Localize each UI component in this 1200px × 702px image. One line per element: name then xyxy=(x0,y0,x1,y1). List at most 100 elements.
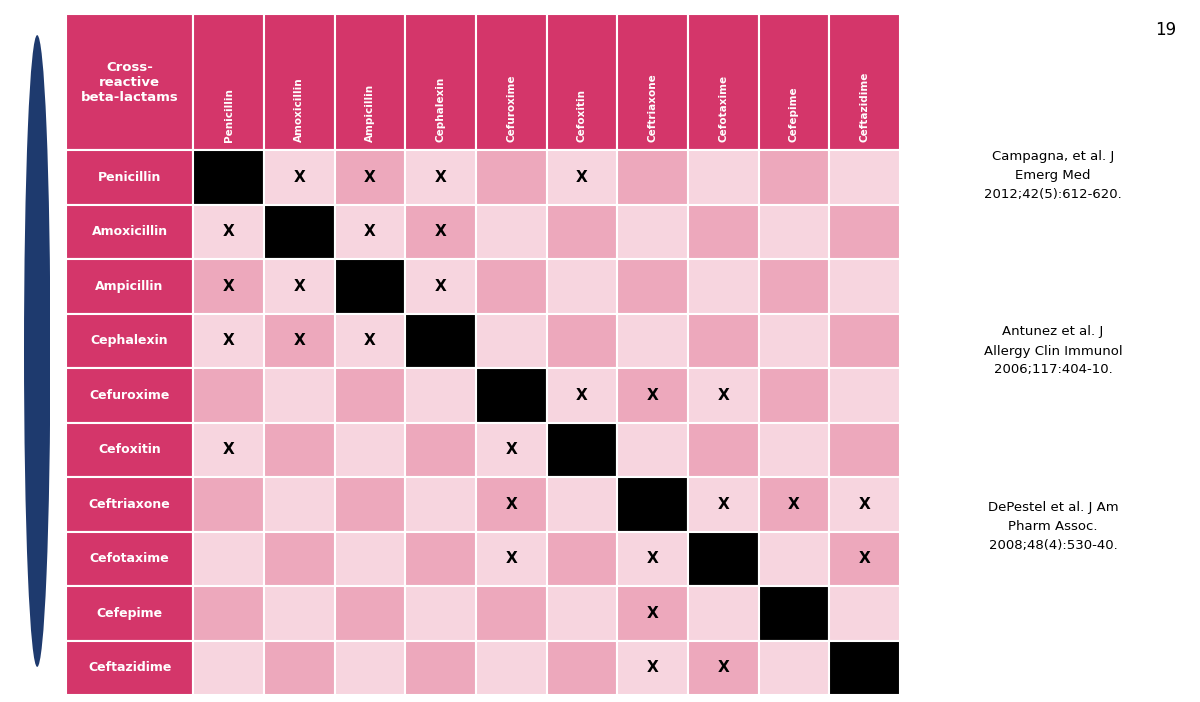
Bar xyxy=(829,14,900,150)
Bar xyxy=(335,640,406,695)
Text: X: X xyxy=(293,170,305,185)
Bar xyxy=(193,640,264,695)
Bar xyxy=(617,14,688,150)
Text: Cefotaxime: Cefotaxime xyxy=(719,75,728,142)
Bar xyxy=(406,314,476,368)
Text: X: X xyxy=(434,225,446,239)
Text: X: X xyxy=(223,279,234,294)
Bar xyxy=(476,477,547,531)
Text: Amoxicillin: Amoxicillin xyxy=(91,225,168,239)
Bar xyxy=(758,259,829,314)
Text: Ceftazidime: Ceftazidime xyxy=(88,661,172,674)
Bar xyxy=(758,586,829,640)
Bar xyxy=(617,368,688,423)
Text: X: X xyxy=(647,606,659,621)
Bar xyxy=(617,586,688,640)
Text: Ampicillin: Ampicillin xyxy=(365,84,374,142)
Ellipse shape xyxy=(24,35,50,667)
Bar xyxy=(66,314,193,368)
Bar xyxy=(335,14,406,150)
Bar xyxy=(758,531,829,586)
Bar xyxy=(335,314,406,368)
Bar xyxy=(476,150,547,205)
Bar xyxy=(193,586,264,640)
Text: Cephalexin: Cephalexin xyxy=(436,77,445,142)
Bar xyxy=(335,368,406,423)
Text: Cefoxitin: Cefoxitin xyxy=(577,89,587,142)
Text: Antunez et al. J
Allergy Clin Immunol
2006;117:404-10.: Antunez et al. J Allergy Clin Immunol 20… xyxy=(984,326,1122,376)
Bar xyxy=(406,640,476,695)
Text: Amoxicillin: Amoxicillin xyxy=(294,77,305,142)
Bar xyxy=(476,259,547,314)
Text: X: X xyxy=(788,497,800,512)
Bar xyxy=(758,368,829,423)
Text: DePestel et al. J Am
Pharm Assoc.
2008;48(4):530-40.: DePestel et al. J Am Pharm Assoc. 2008;4… xyxy=(988,501,1118,552)
Bar xyxy=(688,586,758,640)
Text: Cefoxitin: Cefoxitin xyxy=(98,444,161,456)
Bar xyxy=(66,531,193,586)
Bar xyxy=(476,314,547,368)
Text: X: X xyxy=(576,388,588,403)
Bar xyxy=(66,259,193,314)
Text: X: X xyxy=(364,333,376,348)
Bar xyxy=(617,423,688,477)
Bar xyxy=(617,531,688,586)
Text: X: X xyxy=(434,279,446,294)
Bar xyxy=(66,368,193,423)
Text: X: X xyxy=(647,661,659,675)
Bar xyxy=(688,368,758,423)
Text: Cephalexin: Cephalexin xyxy=(91,334,168,347)
Bar xyxy=(688,259,758,314)
Bar xyxy=(406,205,476,259)
Bar xyxy=(335,259,406,314)
Bar xyxy=(66,586,193,640)
Text: Penicillin: Penicillin xyxy=(98,171,161,184)
Bar xyxy=(758,423,829,477)
Text: X: X xyxy=(859,551,870,567)
Bar xyxy=(264,150,335,205)
Bar xyxy=(617,477,688,531)
Text: Ampicillin: Ampicillin xyxy=(96,280,163,293)
Bar xyxy=(829,477,900,531)
Bar xyxy=(264,586,335,640)
Bar xyxy=(335,477,406,531)
Bar xyxy=(193,150,264,205)
Text: Cefepime: Cefepime xyxy=(788,86,799,142)
Bar xyxy=(688,314,758,368)
Bar xyxy=(193,368,264,423)
Bar xyxy=(406,368,476,423)
Text: X: X xyxy=(364,225,376,239)
Bar xyxy=(476,531,547,586)
Bar xyxy=(335,586,406,640)
Text: X: X xyxy=(505,497,517,512)
Text: X: X xyxy=(859,497,870,512)
Bar xyxy=(406,586,476,640)
Bar xyxy=(406,423,476,477)
Bar xyxy=(829,640,900,695)
Bar xyxy=(829,150,900,205)
Text: Ceftriaxone: Ceftriaxone xyxy=(648,73,658,142)
Bar xyxy=(66,477,193,531)
Bar xyxy=(335,531,406,586)
Bar xyxy=(66,150,193,205)
Text: X: X xyxy=(364,170,376,185)
Text: X: X xyxy=(647,551,659,567)
Bar xyxy=(758,14,829,150)
Bar xyxy=(476,640,547,695)
Bar xyxy=(547,586,617,640)
Bar xyxy=(193,477,264,531)
Bar xyxy=(193,423,264,477)
Text: X: X xyxy=(223,225,234,239)
Text: X: X xyxy=(647,388,659,403)
Bar xyxy=(476,423,547,477)
Bar xyxy=(264,423,335,477)
Text: Cefotaxime: Cefotaxime xyxy=(90,552,169,565)
Text: X: X xyxy=(293,333,305,348)
Bar xyxy=(547,14,617,150)
Bar xyxy=(547,205,617,259)
Bar xyxy=(829,314,900,368)
Bar xyxy=(758,640,829,695)
Text: Cefepime: Cefepime xyxy=(96,607,163,620)
Bar xyxy=(617,150,688,205)
Bar xyxy=(264,368,335,423)
